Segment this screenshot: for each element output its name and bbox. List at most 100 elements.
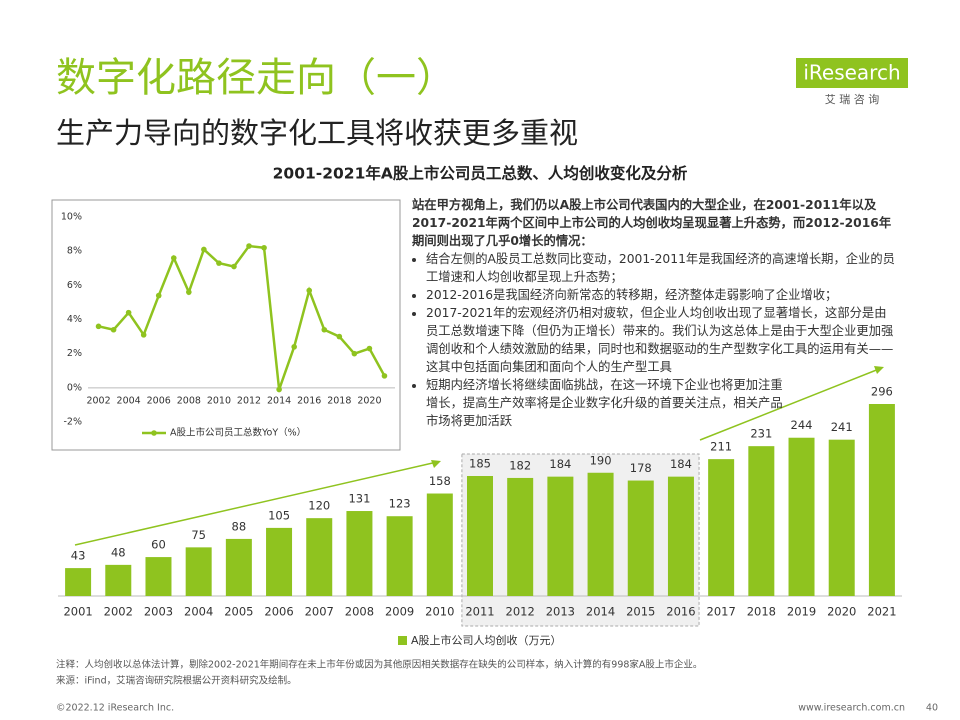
x-tick-label: 2004	[184, 605, 213, 619]
bar	[507, 477, 534, 596]
data-label: 185	[469, 457, 491, 471]
line-point	[291, 344, 297, 350]
data-label: 211	[710, 440, 732, 454]
trend-arrow	[699, 368, 880, 441]
bar	[346, 511, 373, 596]
bar	[426, 493, 453, 596]
source: 来源：iFind，艾瑞咨询研究院根据公开资料研究及绘制。	[56, 675, 297, 687]
chart-title: 2001-2021年A股上市公司员工总数、人均创收变化及分析	[273, 164, 688, 183]
analysis: 站在甲方视角上，我们仍以A股上市公司代表国内的大型企业，在2001-2011年以…	[412, 196, 896, 430]
page-number: 40	[926, 703, 938, 714]
bar	[145, 557, 172, 596]
bar	[667, 476, 694, 596]
bar	[788, 437, 815, 596]
x-tick-label: 2008	[177, 395, 201, 406]
data-label: 43	[71, 549, 86, 563]
x-tick-label: 2016	[666, 605, 695, 619]
x-tick-label: 2020	[357, 395, 381, 406]
y-tick-label: 0%	[67, 382, 82, 393]
x-tick-label: 2006	[264, 605, 293, 619]
x-tick-label: 2015	[626, 605, 655, 619]
x-tick-label: 2009	[385, 605, 414, 619]
trend-arrow-head	[874, 366, 884, 374]
legend-swatch	[398, 636, 407, 645]
bar	[708, 459, 735, 596]
line-point	[186, 289, 192, 295]
bar	[65, 568, 92, 596]
line-point	[155, 292, 162, 299]
line-point	[261, 244, 267, 251]
line-point	[231, 263, 237, 270]
highlight-band	[461, 453, 700, 627]
y-tick-label: 8%	[67, 246, 82, 257]
line-point	[351, 350, 358, 357]
x-tick-label: 2019	[787, 605, 816, 619]
slide-subtitle: 生产力导向的数字化工具将收获更多重视	[56, 116, 578, 150]
line-point	[246, 243, 252, 249]
data-label: 158	[429, 474, 451, 488]
bar	[185, 547, 212, 596]
data-label: 184	[549, 457, 571, 471]
x-tick-label: 2012	[237, 395, 261, 406]
x-tick-label: 2007	[305, 605, 334, 619]
bar	[748, 446, 775, 596]
slide-title: 数字化路径走向（一）	[56, 55, 456, 101]
x-tick-label: 2011	[465, 605, 494, 619]
logo-box	[796, 58, 908, 88]
data-label: 105	[268, 508, 290, 522]
x-tick-label: 2012	[506, 605, 535, 619]
legend-label: A股上市公司人均创收（万元）	[411, 633, 562, 647]
bar	[306, 518, 333, 596]
logo-subtitle: 艾 瑞 咨 询	[825, 92, 880, 106]
x-tick-label: 2018	[747, 605, 776, 619]
bullet: 结合左侧的A股员工总数同比变动，2001-2011年是我国经济的高速增长期，企业…	[426, 250, 896, 286]
x-tick-label: 2020	[827, 605, 856, 619]
data-label: 182	[509, 458, 531, 472]
legend-label: A股上市公司员工总数YoY（%）	[170, 427, 306, 439]
bullet: 2017-2021年的宏观经济仍相对疲软，但企业人均创收出现了显著增长，这部分是…	[426, 304, 896, 376]
line-point	[140, 332, 147, 338]
bar	[627, 480, 654, 596]
data-label: 296	[871, 385, 893, 399]
x-tick-label: 2005	[224, 605, 253, 619]
bar	[547, 476, 574, 596]
line-series	[98, 244, 386, 390]
bar	[828, 439, 855, 596]
line-chart-frame	[51, 199, 401, 451]
data-label: 120	[308, 499, 330, 513]
x-tick-label: 2002	[86, 395, 110, 406]
x-tick-label: 2010	[207, 395, 231, 406]
data-label: 48	[111, 545, 126, 559]
x-tick-label: 2021	[867, 605, 896, 619]
data-label: 75	[191, 528, 206, 542]
analysis-intro: 站在甲方视角上，我们仍以A股上市公司代表国内的大型企业，在2001-2011年以…	[412, 198, 892, 248]
line-point	[381, 373, 388, 379]
data-label: 123	[389, 497, 411, 511]
y-tick-label: 4%	[67, 314, 82, 325]
line-point	[216, 260, 222, 266]
data-label: 190	[590, 453, 612, 467]
x-tick-label: 2018	[327, 395, 351, 406]
x-tick-label: 2010	[425, 605, 454, 619]
x-tick-label: 2014	[586, 605, 615, 619]
bar	[386, 516, 413, 596]
data-label: 244	[791, 418, 813, 432]
bar	[225, 538, 252, 596]
bullet: 短期内经济增长将继续面临挑战，在这一环境下企业也将更加注重增长，提高生产效率将是…	[426, 376, 788, 430]
x-tick-label: 2003	[144, 605, 173, 619]
y-tick-label: 10%	[61, 212, 82, 223]
data-label: 241	[831, 420, 853, 434]
line-point	[336, 333, 343, 340]
x-tick-label: 2006	[147, 395, 171, 406]
line-point	[125, 309, 132, 316]
data-label: 178	[630, 461, 652, 475]
line-point	[170, 255, 177, 261]
legend-marker	[151, 430, 157, 436]
bar	[467, 476, 493, 596]
x-tick-label: 2013	[546, 605, 575, 619]
x-tick-label: 2014	[267, 395, 291, 406]
analysis-bullets: 结合左侧的A股员工总数同比变动，2001-2011年是我国经济的高速增长期，企业…	[412, 250, 896, 430]
x-tick-label: 2016	[297, 395, 321, 406]
